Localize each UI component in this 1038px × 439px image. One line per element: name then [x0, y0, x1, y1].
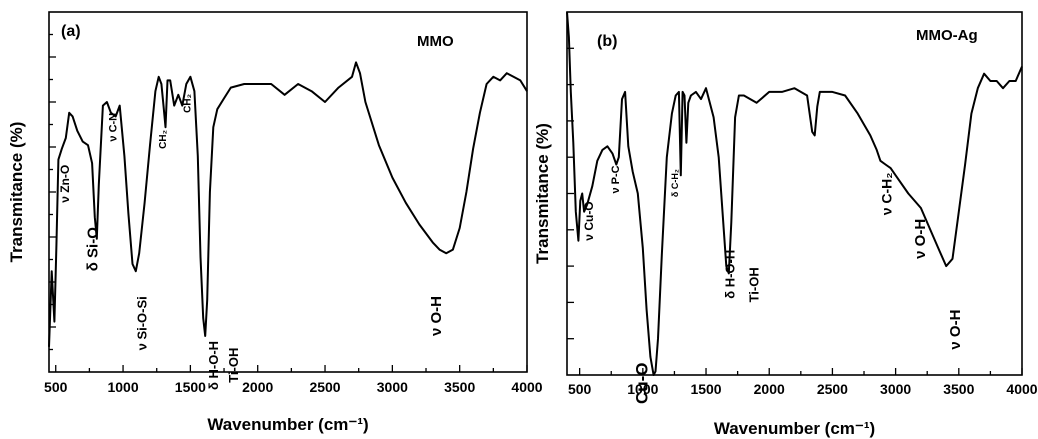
band-annotation-b-3: δ C-H₂ — [670, 169, 680, 197]
x-axis-title-b: Wavenumber (cm⁻¹) — [714, 419, 875, 438]
plot-frame-a — [48, 11, 528, 373]
y-axis-title-a: Transmitance (%) — [7, 122, 26, 263]
panel-label-b: (b) — [597, 33, 617, 50]
x-tick-label-b-2000: 2000 — [754, 381, 785, 397]
band-annotation-b-4: δ H-O-H — [723, 250, 738, 299]
band-annotation-a-5: CH₂ — [182, 94, 193, 113]
x-tick-label-a-2000: 2000 — [242, 379, 273, 395]
x-tick-label-b-1000: 1000 — [627, 381, 658, 397]
band-annotation-a-1: δ Si-O — [84, 227, 101, 271]
x-tick-label-a-500: 500 — [44, 379, 68, 395]
band-annotation-b-8: ν O-H — [947, 310, 964, 350]
sample-title-b: MMO-Ag — [916, 27, 978, 44]
x-tick-label-a-2500: 2500 — [309, 379, 340, 395]
x-tick-label-a-1000: 1000 — [107, 379, 138, 395]
band-annotation-a-2: ν C-N — [108, 113, 120, 142]
band-annotation-a-0: ν Zn-O — [58, 165, 72, 203]
band-annotation-a-3: ν Si-O-Si — [135, 296, 150, 350]
spectrum-line-b — [566, 11, 1023, 376]
band-annotation-b-2: Cu-O — [632, 362, 651, 404]
spectrum-line-a — [48, 61, 528, 347]
panel-a-mmo: 500 1000 1500 2000 2500 3000 3500 4000 Transmita… — [7, 11, 543, 434]
x-tick-label-b-2500: 2500 — [817, 381, 848, 397]
x-tick-label-b-1500: 1500 — [690, 381, 721, 397]
x-tick-label-b-4000: 4000 — [1006, 381, 1037, 397]
x-tick-label-b-3500: 3500 — [943, 381, 974, 397]
band-annotation-b-5: Ti-OH — [747, 267, 762, 302]
band-annotation-b-0: ν Cu-O — [582, 201, 596, 240]
band-annotation-b-6: ν C-H₂ — [879, 172, 895, 215]
sample-title-a: MMO — [417, 33, 454, 50]
x-tick-label-a-4000: 4000 — [511, 379, 542, 395]
band-annotation-a-7: Ti-OH — [226, 348, 241, 383]
band-annotation-a-4: CH₂ — [158, 130, 169, 149]
x-tick-label-b-500: 500 — [568, 381, 592, 397]
x-tick-label-b-3000: 3000 — [880, 381, 911, 397]
x-tick-label-a-3500: 3500 — [444, 379, 475, 395]
band-annotation-b-1: ν P-C — [610, 165, 622, 193]
band-annotation-a-8: ν O-H — [428, 296, 445, 336]
x-axis-title-a: Wavenumber (cm⁻¹) — [207, 415, 368, 434]
band-annotation-b-7: ν O-H — [912, 219, 929, 259]
x-tick-label-a-3000: 3000 — [377, 379, 408, 395]
y-axis-title-b: Transmitance (%) — [533, 123, 552, 264]
panel-label-a: (a) — [61, 23, 81, 40]
band-annotation-a-6: δ H-O-H — [206, 341, 221, 390]
x-tick-label-a-1500: 1500 — [175, 379, 206, 395]
panel-b-mmo-ag: 500 1000 1500 2000 2500 3000 3500 4000 Transmita… — [533, 11, 1038, 438]
